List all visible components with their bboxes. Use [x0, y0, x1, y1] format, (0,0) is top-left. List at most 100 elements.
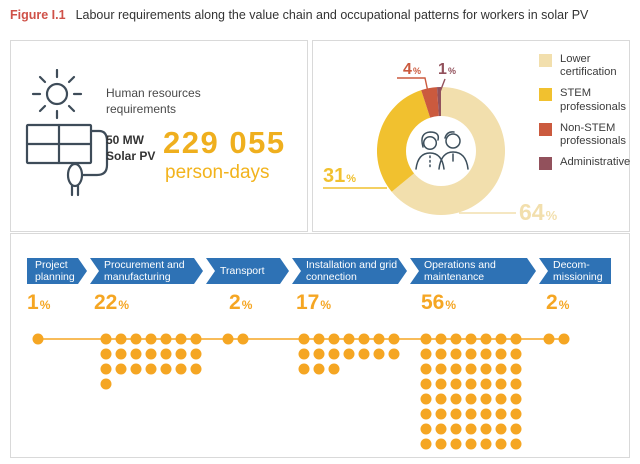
value-chain-stage: Installation and grid connection: [292, 258, 407, 284]
value-chain-bar: Project planning Procurement and manufact…: [27, 258, 611, 284]
person-days-dot: [495, 378, 507, 390]
person-days-dot: [100, 363, 112, 375]
person-days-dot: [510, 408, 522, 420]
person-days-dot: [313, 348, 325, 360]
person-days-dot: [465, 333, 477, 345]
legend-label: Non-STEM professionals: [560, 121, 626, 148]
person-days-dot: [160, 363, 172, 375]
person-days-dot: [420, 348, 432, 360]
person-days-dot: [480, 438, 492, 450]
stage-percent-label: 22%: [94, 291, 130, 314]
person-days-dot: [175, 363, 187, 375]
person-days-dot: [343, 333, 355, 345]
stage-percent-label: 56%: [421, 291, 457, 314]
person-days-dot: [420, 393, 432, 405]
legend-item: Administrative: [539, 156, 640, 171]
person-days-dot: [343, 348, 355, 360]
person-days-dot: [435, 393, 447, 405]
person-days-dot: [435, 423, 447, 435]
person-days-dot: [100, 348, 112, 360]
person-days-dot: [190, 363, 202, 375]
person-days-dot: [465, 378, 477, 390]
person-days-dot: [450, 333, 462, 345]
person-days-dot: [328, 363, 340, 375]
donut-percent-label: 31%: [323, 165, 356, 187]
donut-percent-label: 4%: [403, 61, 421, 78]
person-days-dot: [480, 348, 492, 360]
donut-center: [406, 116, 476, 186]
solar-pv-sun-plug-icon: [25, 69, 109, 197]
stage-label: Installation and grid connection: [306, 258, 398, 283]
sun-rays: [31, 69, 83, 120]
person-days-dot: [32, 333, 44, 345]
person-days-dot: [465, 363, 477, 375]
stage-label: Operations and maintenance: [424, 258, 496, 283]
figure-tag: Figure I.1: [10, 8, 66, 22]
person-days-dot: [465, 423, 477, 435]
person-days-dot: [435, 408, 447, 420]
person-days-dot: [358, 333, 370, 345]
legend-swatch: [539, 122, 552, 136]
person-days-dot: [510, 378, 522, 390]
donut-callout-line: [397, 77, 429, 93]
human-resources-label: Human resources requirements: [106, 86, 201, 116]
two-people-icon: [415, 131, 469, 170]
person-days-dot: [450, 348, 462, 360]
legend-swatch: [539, 88, 552, 102]
person-days-dot: [298, 333, 310, 345]
person-days-dot: [495, 438, 507, 450]
person-days-dot: [115, 363, 127, 375]
person-days-dot: [115, 333, 127, 345]
person-days-dot: [358, 348, 370, 360]
person-days-dot: [450, 393, 462, 405]
person-days-dot: [100, 333, 112, 345]
legend-label: Administrative: [560, 156, 631, 169]
person-days-dot: [480, 333, 492, 345]
person-days-dot: [420, 378, 432, 390]
person-days-dot-pictogram: [32, 333, 570, 450]
donut-callout-labels: 64% 31% 4% 1%: [323, 61, 558, 225]
person-days-dot: [465, 438, 477, 450]
person-days-dot: [145, 348, 157, 360]
legend-item: STEM professionals: [539, 87, 640, 113]
person-days-dot: [450, 363, 462, 375]
person-days-dot: [510, 348, 522, 360]
person-days-dot: [115, 348, 127, 360]
person-days-dot: [465, 393, 477, 405]
person-days-dot: [145, 363, 157, 375]
person-days-dot: [420, 363, 432, 375]
person-days-dot: [480, 378, 492, 390]
person-days-dot: [130, 348, 142, 360]
person-days-dot: [480, 363, 492, 375]
person-days-dot: [435, 348, 447, 360]
person-days-dot: [420, 408, 432, 420]
person-days-dot: [465, 348, 477, 360]
person-days-dot: [420, 438, 432, 450]
person-days-dot: [435, 363, 447, 375]
stage-percent-label: 2%: [546, 291, 570, 314]
occupational-pattern-panel: 64% 31% 4% 1% Lower certification STEM profe…: [312, 40, 630, 232]
person-days-dot: [510, 438, 522, 450]
person-days-dot: [495, 363, 507, 375]
person-days-dot: [388, 333, 400, 345]
figure-title-row: Figure I.1 Labour requirements along the …: [10, 8, 588, 22]
value-chain-stage: Project planning: [27, 258, 87, 284]
person-days-dot: [328, 333, 340, 345]
person-days-dot: [495, 393, 507, 405]
stage-label: Project planning: [35, 258, 75, 283]
person-days-dot: [495, 348, 507, 360]
stage-percent-label: 1%: [27, 291, 51, 314]
person-days-dot: [298, 363, 310, 375]
donut-slice: [437, 86, 441, 118]
person-days-dot: [495, 333, 507, 345]
person-days-dot: [465, 408, 477, 420]
person-days-dot: [328, 348, 340, 360]
person-days-dot: [175, 348, 187, 360]
human-resources-panel: Human resources requirements 50 MW Solar…: [10, 40, 308, 232]
person-days-dot: [510, 333, 522, 345]
person-days-dot: [450, 378, 462, 390]
person-days-dot: [237, 333, 249, 345]
donut-slices: [376, 86, 506, 215]
legend-item: Non-STEM professionals: [539, 122, 640, 148]
